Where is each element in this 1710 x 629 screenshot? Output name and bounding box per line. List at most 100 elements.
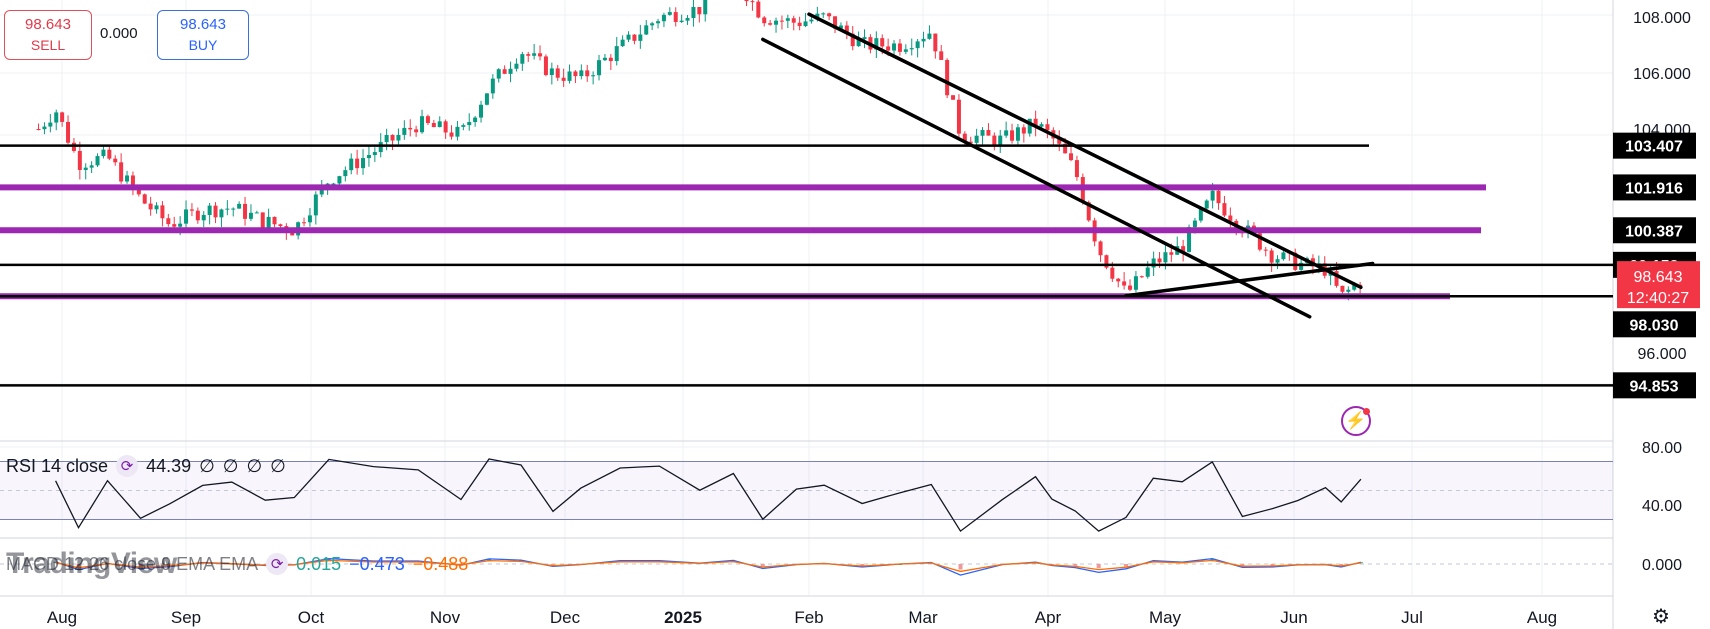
price-label-bg-1 <box>1613 174 1696 201</box>
candle-body-112 <box>697 7 702 15</box>
buy-button[interactable]: 98.643 BUY <box>157 10 249 60</box>
candle-body-127 <box>785 18 790 21</box>
price-label-1: 101.916 <box>1625 180 1683 197</box>
candle-body-76 <box>484 93 489 105</box>
buy-price: 98.643 <box>180 16 226 33</box>
candle-body-2 <box>48 122 53 127</box>
candle-body-99 <box>620 39 625 47</box>
candle-body-13 <box>113 158 118 163</box>
candle-body-197 <box>1198 208 1203 221</box>
trendline-2 <box>1124 261 1375 298</box>
candle-body-78 <box>496 69 501 79</box>
macd-hist-bar-5 <box>167 564 172 566</box>
candle-body-98 <box>614 46 619 62</box>
price-tick-3: 96.000 <box>1638 346 1687 363</box>
candle-body-147 <box>903 49 908 52</box>
macd-tick-0: 0.000 <box>1642 557 1682 574</box>
candle-body-159 <box>974 135 979 143</box>
candle-body-208 <box>1263 249 1268 251</box>
candle-body-11 <box>101 149 106 157</box>
macd-hist-bar-28 <box>958 564 963 570</box>
price-tick-0: 108.000 <box>1633 10 1691 27</box>
candle-body-27 <box>195 210 200 221</box>
candle-body-33 <box>231 208 236 210</box>
candle-body-137 <box>844 25 849 34</box>
candle-body-37 <box>254 212 259 214</box>
trendlines[interactable] <box>761 12 1375 319</box>
macd-legend[interactable]: MACD 12 26 close 9 EMA EMA ⟳ 0.015 −0.47… <box>6 553 468 575</box>
candle-body-52 <box>343 170 348 177</box>
candle-body-146 <box>897 43 902 52</box>
price-axis[interactable]: 108.000106.000104.00096.000103.407101.91… <box>1613 10 1700 574</box>
candle-body-211 <box>1281 252 1286 260</box>
gear-icon[interactable]: ⚙ <box>1652 606 1670 628</box>
candle-body-0 <box>36 129 41 131</box>
macd-hist-bar-34 <box>1124 564 1128 567</box>
candle-body-87 <box>549 68 554 76</box>
candle-body-50 <box>331 183 336 185</box>
candle-body-54 <box>355 158 360 169</box>
candle-body-93 <box>585 70 590 77</box>
candle-body-176 <box>1074 160 1079 178</box>
candle-body-57 <box>372 152 377 156</box>
candle-body-8 <box>83 167 88 170</box>
candle-body-21 <box>160 205 165 219</box>
refresh-icon[interactable]: ⟳ <box>116 455 139 477</box>
rsi-tick-0: 80.00 <box>1642 440 1682 457</box>
candle-body-202 <box>1228 215 1233 221</box>
candle-body-163 <box>998 135 1003 146</box>
candle-body-55 <box>361 158 366 169</box>
candle-body-9 <box>89 165 94 168</box>
time-axis[interactable]: Aug Sep Oct Nov Dec 2025 Feb Mar Apr May Jun Jul Aug <box>47 608 1557 627</box>
macd-hist-bar-25 <box>860 564 865 566</box>
candle-body-144 <box>886 46 891 51</box>
candle-body-154 <box>945 59 950 96</box>
horizontal-levels[interactable] <box>0 144 1613 387</box>
candle-body-145 <box>892 43 897 51</box>
candle-body-102 <box>638 34 643 41</box>
candle-body-192 <box>1169 252 1174 255</box>
candle-body-31 <box>219 209 224 218</box>
candle-body-149 <box>915 41 920 49</box>
buy-label: BUY <box>188 37 218 53</box>
trendline-0 <box>807 12 1363 290</box>
candle-body-14 <box>119 162 124 182</box>
macd-hist-bar-38 <box>1240 564 1245 566</box>
sell-label: SELL <box>30 37 66 53</box>
candle-body-73 <box>467 122 472 126</box>
rsi-title[interactable]: RSI 14 close <box>6 455 109 476</box>
time-label-9: May <box>1149 608 1182 627</box>
price-label-2: 100.387 <box>1625 223 1683 240</box>
candle-body-20 <box>154 205 159 210</box>
candle-body-126 <box>779 20 784 22</box>
candle-body-88 <box>555 68 560 78</box>
candle-body-89 <box>561 77 566 81</box>
candle-body-82 <box>520 54 525 64</box>
candle-body-15 <box>125 175 130 182</box>
candle-body-201 <box>1222 203 1227 216</box>
rsi-line <box>55 458 1362 533</box>
sell-button[interactable]: 98.643 SELL <box>4 10 92 60</box>
candle-body-142 <box>874 38 879 50</box>
candle-body-200 <box>1216 190 1221 204</box>
candle-body-81 <box>514 63 519 69</box>
macd-hist-bar-22 <box>760 564 765 567</box>
candle-body-171 <box>1045 124 1050 131</box>
candle-body-128 <box>791 18 796 23</box>
candle-body-56 <box>366 155 371 159</box>
candle-body-161 <box>986 130 991 136</box>
macd-hist-bar-2 <box>76 564 81 567</box>
candle-body-139 <box>856 38 861 47</box>
rsi-pane <box>0 458 1613 533</box>
candle-body-152 <box>933 33 938 52</box>
candle-body-39 <box>266 216 271 228</box>
notification-dot <box>1363 408 1370 415</box>
rsi-legend[interactable]: RSI 14 close ⟳ 44.39 ∅ ∅ ∅ ∅ <box>6 455 286 477</box>
candle-body-133 <box>821 13 826 15</box>
candle-body-214 <box>1299 262 1304 270</box>
refresh-icon[interactable]: ⟳ <box>266 553 289 575</box>
macd-title[interactable]: MACD 12 26 close 9 EMA EMA <box>6 553 259 574</box>
candle-body-94 <box>591 75 596 77</box>
candle-body-30 <box>213 205 218 218</box>
